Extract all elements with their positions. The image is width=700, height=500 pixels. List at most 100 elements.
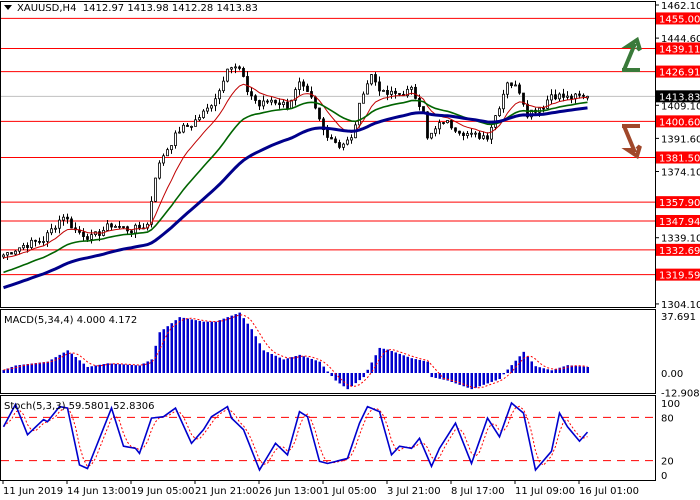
- macd-bar: [582, 366, 585, 373]
- current-price-label-bg: [656, 90, 700, 103]
- macd-bar: [270, 353, 273, 373]
- candle-body: [186, 124, 189, 127]
- candle-body: [114, 226, 117, 228]
- candle-body: [382, 90, 385, 92]
- macd-bar: [390, 351, 393, 373]
- candle-body: [390, 90, 393, 95]
- macd-bar: [138, 365, 141, 373]
- macd-bar: [470, 373, 473, 390]
- candle-body: [346, 139, 349, 145]
- current-price-label: 1413.83: [659, 92, 700, 103]
- macd-bar: [30, 363, 33, 373]
- macd-bar: [290, 357, 293, 373]
- candle-body: [330, 137, 333, 140]
- candle-body: [410, 86, 413, 90]
- dropdown-triangle-icon[interactable]: [4, 5, 12, 10]
- low-value: 1412.28: [171, 3, 214, 14]
- candle-body: [454, 127, 457, 132]
- candle-body: [26, 245, 29, 248]
- candle-body: [258, 100, 261, 107]
- macd-bar: [62, 352, 65, 373]
- macd-bar: [502, 373, 505, 375]
- macd-bar: [518, 356, 521, 373]
- macd-bar: [166, 326, 169, 373]
- macd-bar: [154, 345, 157, 373]
- macd-bar: [174, 320, 177, 373]
- level-label: 1426.91: [659, 68, 700, 79]
- macd-signal-line: [3, 314, 588, 389]
- macd-bar: [146, 361, 149, 373]
- macd-bar: [182, 317, 185, 373]
- macd-tick-label: 37.691: [661, 312, 696, 323]
- macd-bar: [574, 365, 577, 373]
- level-label-bg: [656, 214, 700, 227]
- candle-body: [490, 126, 493, 140]
- macd-bar: [286, 358, 289, 373]
- macd-bar: [298, 354, 301, 373]
- candle-body: [150, 200, 153, 225]
- symbol-label: XAUUSD,H4: [17, 3, 77, 14]
- candle-body: [206, 107, 209, 112]
- macd-bar: [6, 368, 9, 373]
- candle-body: [22, 245, 25, 249]
- candle-body: [174, 132, 177, 146]
- macd-bar: [362, 373, 365, 378]
- price-tick-label: 1391.60: [661, 134, 700, 145]
- time-tick-label: 3 Jul 21:00: [387, 486, 441, 497]
- panel-frame-2: [0, 395, 656, 481]
- macd-bar: [230, 315, 233, 373]
- macd-bar: [66, 350, 69, 373]
- candle-body: [230, 67, 233, 70]
- moving-average-line: [3, 83, 588, 259]
- macd-bar: [150, 359, 153, 373]
- candle-body: [378, 81, 381, 92]
- macd-bar: [110, 363, 113, 373]
- candle-body: [554, 94, 557, 100]
- candle-body: [6, 252, 9, 256]
- price-tick-label: 1444.60: [661, 34, 700, 45]
- macd-bar: [534, 366, 537, 373]
- macd-bar: [562, 366, 565, 373]
- candle-body: [334, 138, 337, 143]
- macd-bar: [226, 317, 229, 373]
- candle-body: [66, 216, 69, 220]
- candle-body: [570, 95, 573, 100]
- candle-body: [418, 98, 421, 107]
- candle-body: [578, 93, 581, 96]
- level-label: 1332.69: [659, 246, 700, 257]
- candle-body: [506, 82, 509, 95]
- macd-bar: [254, 336, 257, 373]
- macd-bar: [302, 356, 305, 373]
- candle-body: [158, 162, 161, 179]
- macd-bar: [38, 362, 41, 373]
- candle-body: [462, 132, 465, 136]
- macd-title: MACD(5,34,4) 4.000 4.172: [4, 315, 137, 326]
- candle-body: [466, 133, 469, 136]
- macd-bar: [326, 371, 329, 373]
- macd-bar: [550, 370, 553, 373]
- time-tick-label: 16 Jul 01:00: [579, 486, 639, 497]
- moving-average-line: [3, 106, 588, 290]
- candle-body: [70, 218, 73, 229]
- candle-body: [498, 108, 501, 117]
- macd-bar: [158, 332, 161, 373]
- stoch-signal-line: [3, 405, 588, 468]
- price-tick-label: 1339.10: [661, 234, 700, 245]
- macd-bar: [54, 357, 57, 373]
- macd-bar: [238, 312, 241, 373]
- candle-body: [366, 83, 369, 95]
- macd-bar: [462, 373, 465, 387]
- candle-body: [214, 98, 217, 107]
- macd-bar: [398, 353, 401, 373]
- macd-bar: [22, 364, 25, 373]
- candle-body: [30, 239, 33, 248]
- candle-body: [518, 84, 521, 94]
- macd-bar: [346, 373, 349, 390]
- macd-bar: [454, 373, 457, 384]
- macd-bar: [342, 373, 345, 387]
- macd-bar: [542, 368, 545, 373]
- panel-frame-1: [0, 309, 656, 394]
- candle-body: [34, 239, 37, 242]
